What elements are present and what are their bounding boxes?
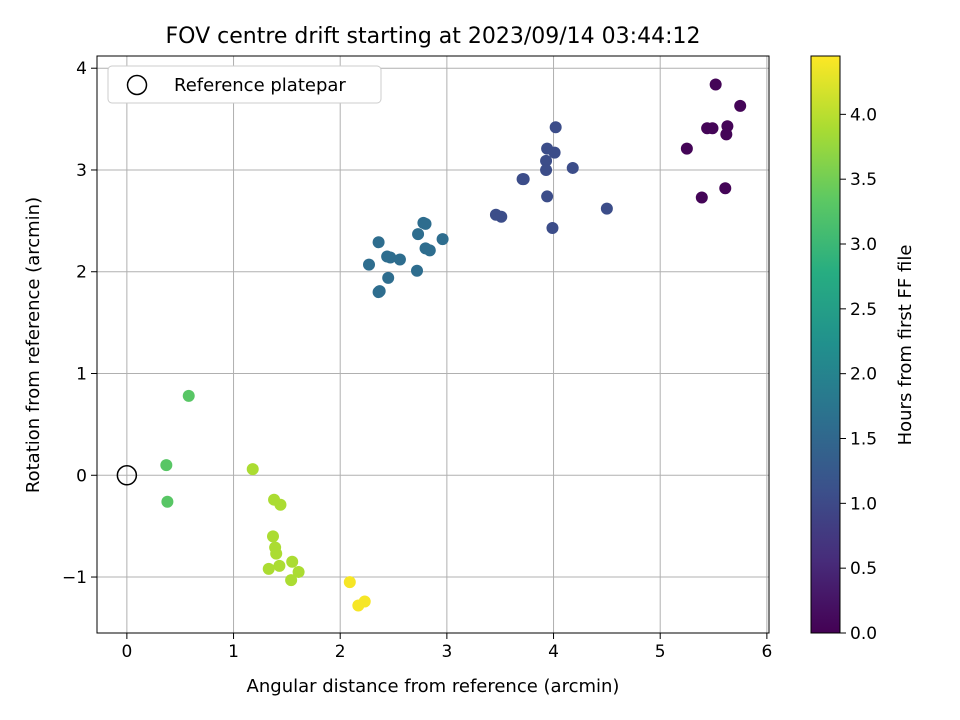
data-point bbox=[566, 161, 579, 174]
data-point bbox=[719, 182, 732, 195]
colorbar-tick-label: 0.5 bbox=[850, 559, 877, 579]
data-point bbox=[262, 562, 275, 575]
reference-marker bbox=[116, 465, 138, 486]
colorbar-tick-label: 0.0 bbox=[850, 624, 877, 644]
data-point bbox=[343, 576, 356, 589]
data-point bbox=[412, 228, 425, 241]
data-point bbox=[270, 547, 283, 560]
data-point bbox=[600, 202, 613, 215]
data-point bbox=[160, 459, 173, 472]
data-point bbox=[436, 233, 449, 246]
colorbar-tick-label: 4.0 bbox=[850, 105, 877, 125]
legend-box bbox=[107, 65, 382, 104]
colorbar-ticks: 0.0 0.5 1.0 1.5 2.0 2.5 3.0 3.5 4.0 bbox=[840, 105, 877, 644]
y-axis-ticks: −1 0 1 2 3 4 bbox=[62, 59, 97, 588]
data-point bbox=[363, 258, 375, 271]
x-axis-label: Angular distance from reference (arcmin) bbox=[247, 676, 620, 697]
colorbar-tick-label: 1.5 bbox=[850, 430, 877, 450]
x-tick-label: 6 bbox=[761, 642, 772, 662]
y-tick-label: 1 bbox=[76, 365, 87, 385]
data-point bbox=[709, 78, 722, 91]
plot-area-frame bbox=[96, 55, 770, 634]
data-point bbox=[182, 389, 195, 402]
data-point bbox=[273, 559, 286, 572]
data-point bbox=[274, 498, 287, 511]
data-point bbox=[680, 142, 693, 155]
data-point bbox=[393, 253, 406, 266]
data-point bbox=[411, 264, 423, 277]
y-tick-label: 4 bbox=[76, 59, 87, 79]
grid-lines bbox=[97, 56, 769, 633]
colorbar-tick-label: 1.0 bbox=[850, 494, 877, 514]
legend: Reference platepar bbox=[107, 65, 382, 104]
colorbar-tick-label: 2.0 bbox=[850, 365, 877, 385]
colorbar-gradient bbox=[810, 55, 841, 634]
data-point bbox=[352, 599, 365, 612]
data-point bbox=[382, 271, 395, 284]
x-tick-label: 5 bbox=[655, 642, 666, 662]
colorbar-tick-label: 3.5 bbox=[850, 170, 877, 190]
data-point bbox=[540, 163, 553, 176]
x-tick-label: 0 bbox=[121, 642, 132, 662]
colorbar: 0.0 0.5 1.0 1.5 2.0 2.5 3.0 3.5 4.0 Hours from f… bbox=[810, 55, 916, 644]
data-point bbox=[517, 173, 530, 186]
x-axis-ticks: 0 1 2 3 4 5 6 bbox=[121, 633, 772, 662]
data-point bbox=[495, 210, 508, 223]
data-point bbox=[546, 221, 559, 234]
x-tick-label: 2 bbox=[335, 642, 346, 662]
chart-title: FOV centre drift starting at 2023/09/14 … bbox=[166, 24, 701, 49]
legend-entry-reference: Reference platepar bbox=[174, 75, 346, 96]
x-tick-label: 1 bbox=[228, 642, 239, 662]
y-tick-label: 3 bbox=[76, 161, 87, 181]
data-point bbox=[286, 555, 299, 568]
data-point bbox=[734, 99, 747, 112]
data-point bbox=[541, 190, 554, 203]
x-tick-label: 3 bbox=[441, 642, 452, 662]
data-point bbox=[372, 236, 385, 249]
data-point bbox=[706, 122, 719, 135]
colorbar-label: Hours from first FF file bbox=[895, 245, 916, 446]
y-tick-label: 2 bbox=[76, 263, 87, 283]
colorbar-tick-label: 3.0 bbox=[850, 235, 877, 255]
data-point bbox=[292, 565, 305, 578]
data-point bbox=[384, 251, 397, 264]
data-point bbox=[373, 285, 386, 298]
data-point bbox=[161, 495, 174, 508]
y-tick-label: −1 bbox=[62, 568, 87, 588]
data-point bbox=[419, 217, 432, 230]
x-tick-label: 4 bbox=[548, 642, 559, 662]
legend-hollow-circle-icon bbox=[126, 74, 148, 96]
data-point bbox=[285, 574, 298, 587]
data-point bbox=[540, 154, 553, 167]
data-point bbox=[267, 530, 279, 543]
data-point bbox=[695, 191, 708, 204]
reference-platepar-marker bbox=[116, 465, 138, 486]
data-points bbox=[160, 78, 747, 612]
data-point bbox=[548, 146, 561, 159]
data-point bbox=[246, 463, 259, 476]
colorbar-tick-label: 2.5 bbox=[850, 300, 877, 320]
data-point bbox=[423, 244, 436, 257]
y-tick-label: 0 bbox=[76, 466, 87, 486]
y-axis-label: Rotation from reference (arcmin) bbox=[23, 197, 44, 493]
data-point bbox=[720, 128, 733, 141]
data-point bbox=[549, 121, 562, 134]
